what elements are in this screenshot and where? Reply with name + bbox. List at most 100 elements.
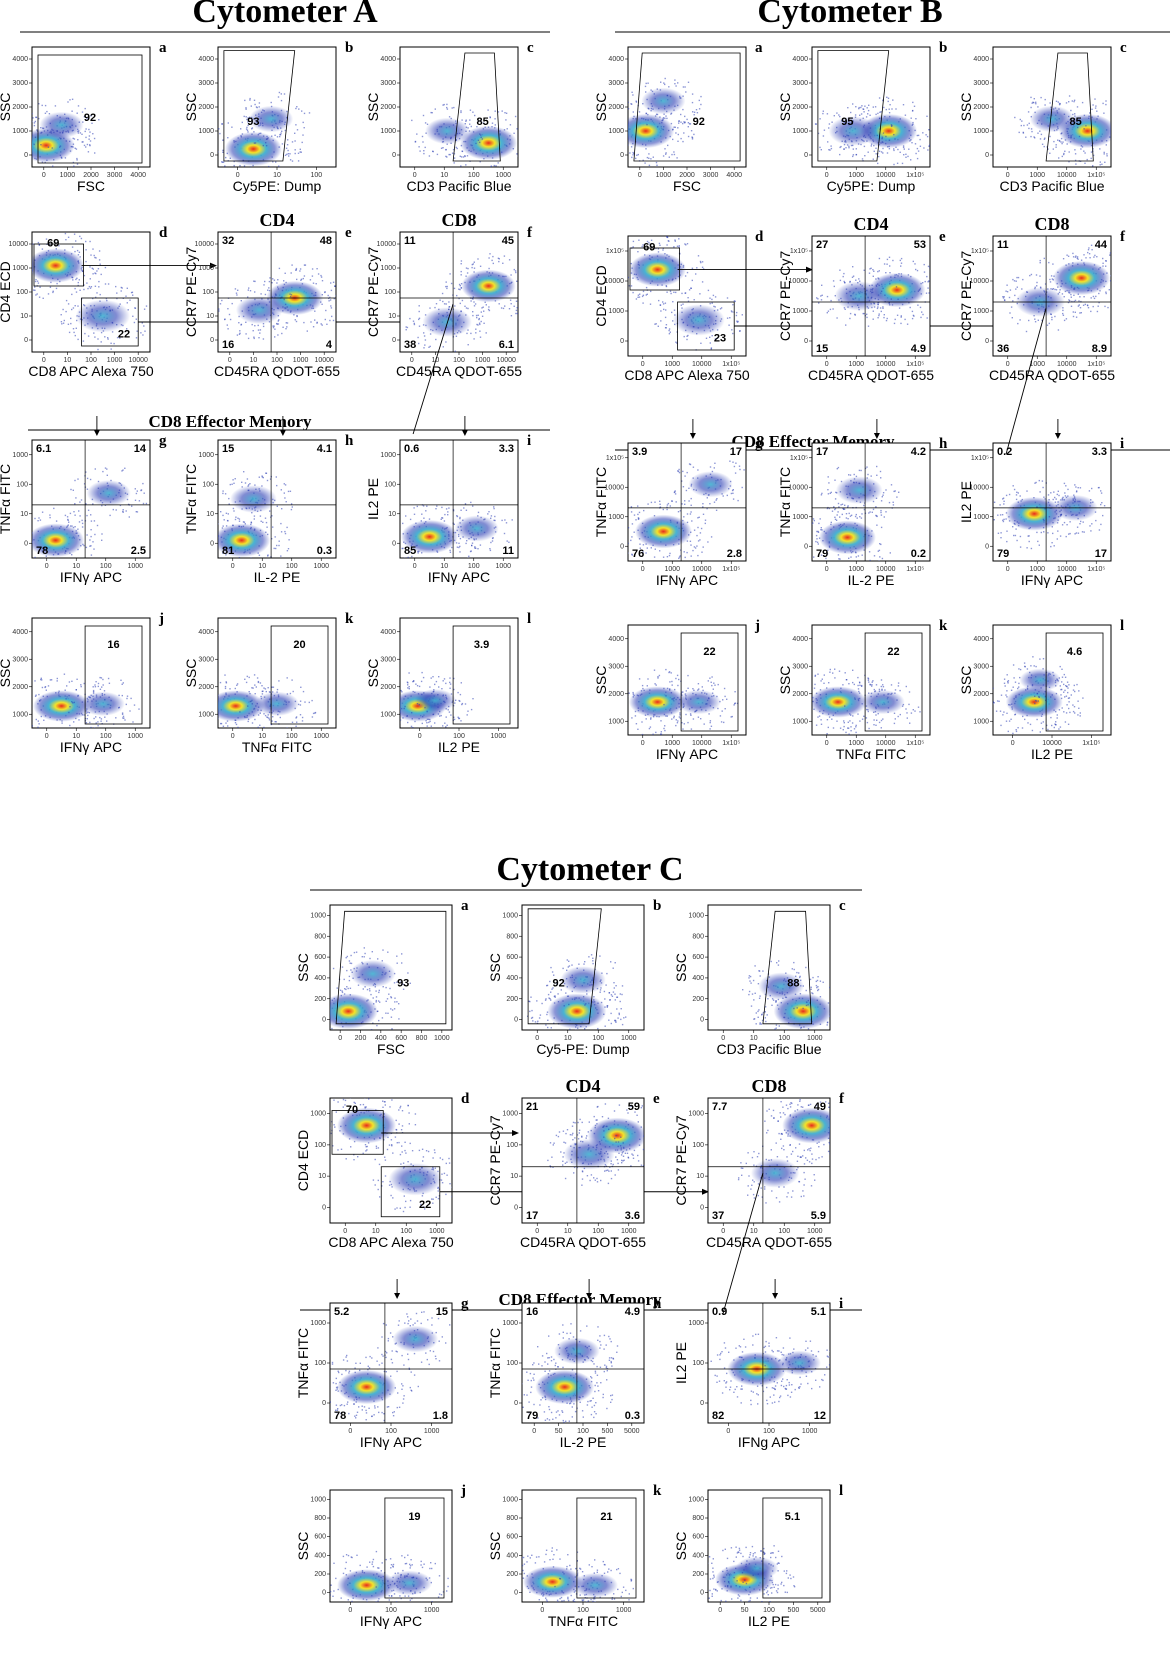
event-dot xyxy=(464,703,467,705)
event-dot xyxy=(928,280,930,282)
event-dot xyxy=(259,724,261,726)
event-dot xyxy=(386,526,387,527)
event-dot xyxy=(17,534,18,535)
event-dot xyxy=(684,86,686,88)
event-dot xyxy=(1106,155,1108,157)
event-dot xyxy=(135,492,138,495)
event-dot xyxy=(403,735,404,736)
event-dot xyxy=(86,514,88,517)
event-dot xyxy=(1084,303,1086,306)
event-dot xyxy=(308,112,311,114)
event-dot xyxy=(497,162,499,164)
event-dot xyxy=(878,155,880,158)
panel-letter: a xyxy=(159,40,167,56)
event-dot xyxy=(321,303,323,305)
event-dot xyxy=(423,335,426,337)
event-dot xyxy=(617,152,618,153)
event-dot xyxy=(87,509,90,511)
event-dot xyxy=(514,115,517,118)
event-dot xyxy=(404,695,407,697)
event-dot xyxy=(407,721,409,724)
event-dot xyxy=(69,150,72,152)
event-dot xyxy=(264,714,267,717)
event-dot xyxy=(696,112,699,114)
event-dot xyxy=(838,114,840,116)
y-tick-label: 0 xyxy=(210,152,214,159)
event-dot xyxy=(245,321,247,323)
event-dot xyxy=(329,299,332,301)
event-dot xyxy=(200,541,201,542)
event-dot xyxy=(38,693,40,696)
event-dot xyxy=(477,258,479,260)
event-dot xyxy=(461,703,463,706)
event-dot xyxy=(67,236,70,238)
event-dot xyxy=(406,326,409,329)
event-dot xyxy=(222,151,224,153)
event-dot xyxy=(628,144,629,146)
y-tick-label: 3000 xyxy=(380,656,396,663)
event-dot xyxy=(467,267,469,270)
event-dot xyxy=(248,560,249,561)
event-dot xyxy=(285,307,287,309)
event-dot xyxy=(510,274,512,276)
event-dot xyxy=(37,726,39,728)
event-dot xyxy=(666,236,668,238)
event-dot xyxy=(673,309,676,311)
event-dot xyxy=(729,317,731,319)
event-dot xyxy=(1014,116,1016,119)
density xyxy=(400,671,474,736)
event-dot xyxy=(445,726,447,728)
event-dot xyxy=(901,162,904,165)
event-dot xyxy=(422,141,424,143)
event-dot xyxy=(866,316,868,319)
event-dot xyxy=(213,493,214,494)
event-dot xyxy=(411,119,413,122)
event-dot xyxy=(337,305,338,306)
event-dot xyxy=(259,332,261,334)
event-dot xyxy=(631,91,633,93)
event-dot xyxy=(248,691,250,693)
event-dot xyxy=(920,316,922,319)
event-dot xyxy=(482,128,485,130)
event-dot xyxy=(903,148,905,150)
event-dot xyxy=(37,720,39,722)
event-dot xyxy=(272,686,275,688)
event-dot xyxy=(1062,141,1064,143)
event-dot xyxy=(534,131,535,132)
event-dot xyxy=(479,133,481,135)
event-dot xyxy=(843,272,845,275)
event-dot xyxy=(32,564,33,565)
event-dot xyxy=(308,701,310,704)
event-dot xyxy=(263,687,265,689)
event-dot xyxy=(899,151,901,153)
event-dot xyxy=(249,700,252,703)
event-dot xyxy=(104,283,107,285)
event-dot xyxy=(457,560,458,561)
event-dot xyxy=(1083,150,1085,152)
event-dot xyxy=(493,164,495,167)
event-dot xyxy=(945,286,946,287)
event-dot xyxy=(130,291,133,294)
event-dot xyxy=(77,281,79,284)
event-dot xyxy=(934,292,935,293)
event-dot xyxy=(839,269,841,271)
arrowhead xyxy=(210,262,217,269)
event-dot xyxy=(925,134,927,136)
y-axis-label: CCR7 PE-Cy7 xyxy=(183,247,199,337)
event-dot xyxy=(645,286,648,289)
event-dot xyxy=(27,282,28,283)
event-dot xyxy=(88,128,90,131)
event-dot xyxy=(453,106,455,109)
event-dot xyxy=(535,287,536,288)
y-tick-label: 1000 xyxy=(792,128,808,135)
event-dot xyxy=(115,285,117,288)
gate xyxy=(629,247,680,291)
event-dot xyxy=(828,123,831,125)
event-dot xyxy=(67,519,69,521)
event-dot xyxy=(129,710,131,712)
event-dot xyxy=(19,154,20,155)
event-dot xyxy=(325,309,327,312)
event-dot xyxy=(247,176,248,177)
event-dot xyxy=(261,693,264,695)
event-dot xyxy=(900,316,902,318)
